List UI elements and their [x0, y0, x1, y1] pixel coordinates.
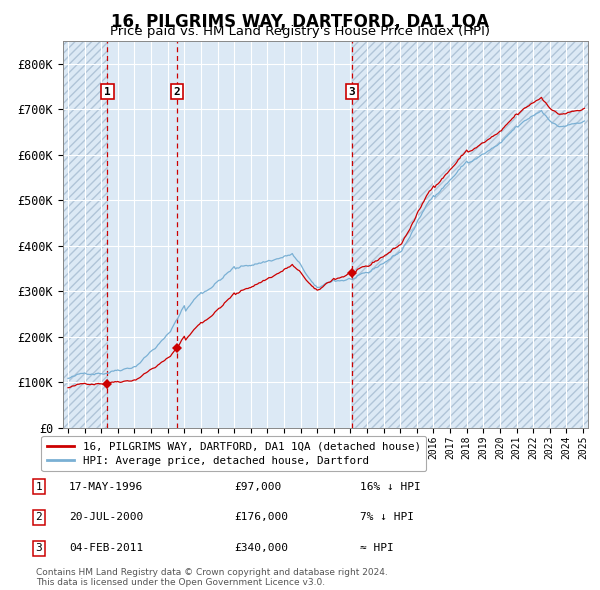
- Text: 16% ↓ HPI: 16% ↓ HPI: [360, 482, 421, 491]
- Text: 3: 3: [35, 543, 43, 553]
- Text: £97,000: £97,000: [234, 482, 281, 491]
- Text: £176,000: £176,000: [234, 513, 288, 522]
- Text: 3: 3: [349, 87, 355, 97]
- Bar: [352, 41, 588, 428]
- Text: 16, PILGRIMS WAY, DARTFORD, DA1 1QA: 16, PILGRIMS WAY, DARTFORD, DA1 1QA: [111, 13, 489, 31]
- Legend: 16, PILGRIMS WAY, DARTFORD, DA1 1QA (detached house), HPI: Average price, detach: 16, PILGRIMS WAY, DARTFORD, DA1 1QA (det…: [41, 436, 426, 471]
- Text: 7% ↓ HPI: 7% ↓ HPI: [360, 513, 414, 522]
- Text: £340,000: £340,000: [234, 543, 288, 553]
- Text: 20-JUL-2000: 20-JUL-2000: [69, 513, 143, 522]
- Text: Contains HM Land Registry data © Crown copyright and database right 2024.
This d: Contains HM Land Registry data © Crown c…: [36, 568, 388, 587]
- Text: Price paid vs. HM Land Registry's House Price Index (HPI): Price paid vs. HM Land Registry's House …: [110, 25, 490, 38]
- Text: 1: 1: [104, 87, 111, 97]
- Text: 2: 2: [35, 513, 43, 522]
- Text: ≈ HPI: ≈ HPI: [360, 543, 394, 553]
- Bar: [63, 41, 107, 428]
- Text: 04-FEB-2011: 04-FEB-2011: [69, 543, 143, 553]
- Text: 2: 2: [173, 87, 180, 97]
- Text: 17-MAY-1996: 17-MAY-1996: [69, 482, 143, 491]
- Text: 1: 1: [35, 482, 43, 491]
